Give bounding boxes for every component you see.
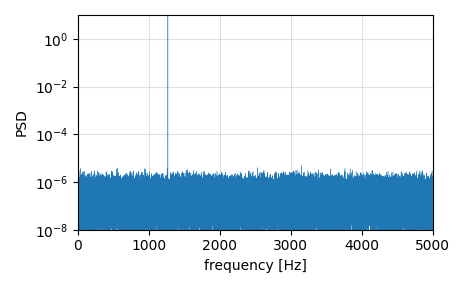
Y-axis label: PSD: PSD: [15, 108, 29, 136]
X-axis label: frequency [Hz]: frequency [Hz]: [204, 259, 306, 273]
